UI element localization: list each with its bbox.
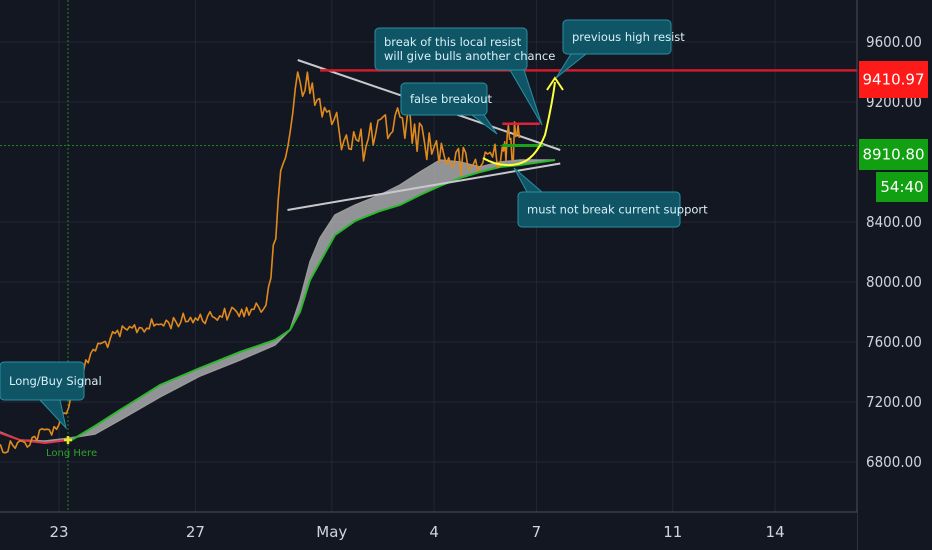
support-trendline: [287, 162, 561, 211]
time-axis-panel[interactable]: [0, 512, 857, 550]
note-break-local-text: break of this local resist: [384, 35, 522, 49]
ribbon-lower-line: [69, 159, 556, 442]
time-axis-label: 4: [429, 523, 439, 541]
note-break-local-box[interactable]: [374, 27, 528, 71]
note-must-not-break-text: must not break current support: [527, 203, 708, 217]
price-axis-label: 7600.00: [866, 333, 922, 351]
note-false-breakout-text: false breakout: [410, 92, 492, 106]
price-tag-label: 54:40: [880, 178, 923, 196]
price-axis-label: 6800.00: [866, 453, 922, 471]
note-long-buy-text: Long/Buy Signal: [9, 374, 102, 388]
note-prev-high-text: previous high resist: [572, 30, 685, 44]
note-false-breakout-box[interactable]: [400, 82, 488, 116]
time-axis-label: 23: [49, 523, 68, 541]
time-axis-label: May: [316, 523, 347, 541]
buy-signal-text: Long Here: [46, 448, 97, 459]
note-must-not-break-box[interactable]: [517, 191, 681, 228]
note-long-buy-box[interactable]: [0, 361, 85, 401]
price-series: [0, 71, 521, 454]
time-axis-label: 27: [186, 523, 205, 541]
price-tags: 9410.97 8910.80 54:40: [859, 61, 928, 202]
annotations: Long/Buy Signal break of this local resis…: [0, 19, 708, 430]
projection-arrowhead: [546, 76, 564, 91]
price-tag-label: 9410.97: [862, 71, 924, 89]
price-axis-label: 9600.00: [866, 33, 922, 51]
price-axis-label: 8000.00: [866, 273, 922, 291]
time-axis-label: 14: [766, 523, 785, 541]
time-axis-label: 11: [663, 523, 682, 541]
price-tag-bg: [859, 139, 928, 170]
price-tag-label: 8910.80: [862, 146, 924, 164]
price-axis-label: 7200.00: [866, 393, 922, 411]
buy-signal-marker: [64, 436, 72, 444]
projection-curve: [482, 81, 556, 167]
grid: [0, 0, 857, 512]
time-axis-label: 7: [532, 523, 542, 541]
ribbon-red-segment: [0, 432, 69, 445]
price-axis-label: 8400.00: [866, 213, 922, 231]
note-break-local-text: will give bulls another chance: [384, 49, 555, 63]
price-tag-bg: [859, 61, 928, 98]
time-axis-labels: 23 27 May 4 7 11 14: [49, 523, 784, 541]
price-tag-bg: [876, 172, 928, 202]
price-line: [0, 71, 521, 454]
note-prev-high-box[interactable]: [562, 19, 672, 55]
